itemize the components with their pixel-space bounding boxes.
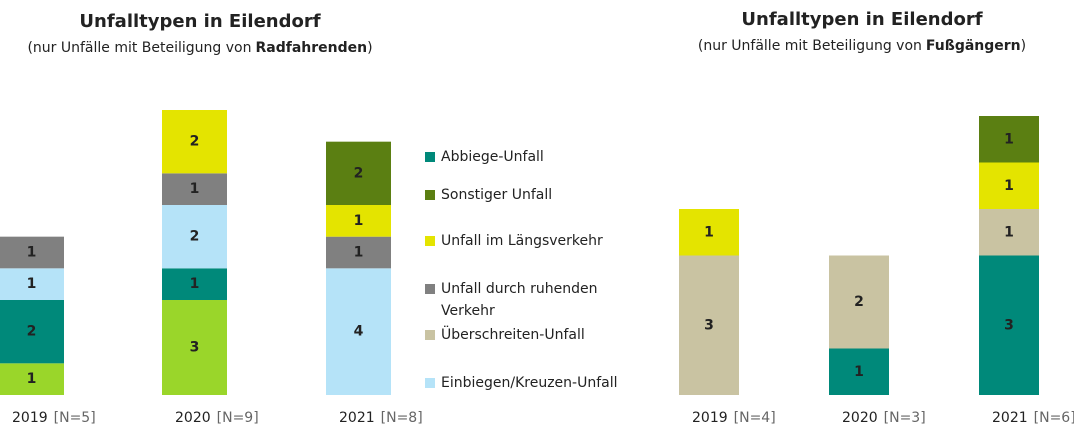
bar-segment [326, 268, 391, 395]
x-tick-label: 2020 [N=3] [842, 410, 926, 426]
segment-label: 2 [27, 324, 37, 340]
n-label: [N=6] [1034, 410, 1074, 426]
legend-swatch [425, 236, 435, 246]
bar-segment [979, 116, 1039, 163]
n-label: [N=9] [217, 410, 259, 426]
bar-segment [679, 209, 739, 256]
legend-label: Unfall durch ruhenden Verkehr [441, 281, 602, 319]
segment-label: 4 [354, 324, 364, 340]
segment-label: 1 [854, 364, 864, 380]
x-tick-label: 2019 [N=5] [12, 410, 96, 426]
bar-segment [979, 255, 1039, 395]
bar-segment [162, 173, 227, 205]
segment-label: 3 [704, 317, 714, 333]
segment-label: 2 [190, 229, 200, 245]
segment-label: 1 [354, 245, 364, 261]
bar-segment [979, 209, 1039, 256]
segment-label: 2 [354, 165, 364, 181]
legend-swatch [425, 378, 435, 388]
bar-segment [326, 236, 391, 269]
segment-label: 1 [190, 276, 200, 292]
subtitle-part: ) [1021, 38, 1026, 54]
segment-label: 1 [27, 245, 37, 261]
segment-label: 3 [1004, 317, 1014, 333]
segment-label: 1 [190, 181, 200, 197]
chart-title: Unfalltypen in Eilendorf [79, 11, 320, 32]
bar-segment [162, 205, 227, 269]
bar-segment [0, 268, 64, 300]
legend-line: Unfall durch ruhenden [441, 281, 602, 297]
legend-label: Unfall im Längsverkehr [441, 233, 603, 249]
legend-label: Überschreiten-Unfall [441, 325, 585, 343]
n-label: [N=8] [381, 410, 423, 426]
segment-label: 1 [1004, 131, 1014, 147]
bar-segment [326, 205, 391, 237]
legend-swatch [425, 152, 435, 162]
category: 2020 [175, 410, 211, 426]
segment-label: 3 [190, 340, 200, 356]
legend-swatch [425, 330, 435, 340]
bar-segment [162, 268, 227, 300]
subtitle-part: (nur Unfälle mit Beteiligung von [27, 40, 251, 56]
category: 2019 [692, 410, 728, 426]
chart-subtitle: (nur Unfälle mit Beteiligung von Fußgänge… [698, 38, 1026, 54]
bar-segment [162, 110, 227, 174]
subtitle-part: Fußgängern [926, 38, 1021, 54]
legend-label: Sonstiger Unfall [441, 187, 552, 203]
category: 2021 [339, 410, 375, 426]
segment-label: 1 [27, 276, 37, 292]
legend-line: Verkehr [441, 303, 495, 319]
subtitle-part: ) [367, 40, 372, 56]
category: 2021 [992, 410, 1028, 426]
segment-label: 1 [704, 224, 714, 240]
subtitle-part: (nur Unfälle mit Beteiligung von [698, 38, 922, 54]
bar-segment [829, 348, 889, 395]
bar-segment [162, 300, 227, 395]
bar-segment [679, 255, 739, 395]
bar-segment [0, 300, 64, 364]
x-tick-label: 2021 [N=8] [339, 410, 423, 426]
legend-swatch [425, 190, 435, 200]
bar-segment [979, 162, 1039, 209]
subtitle-part: Radfahrenden [255, 40, 367, 56]
x-tick-label: 2020 [N=9] [175, 410, 259, 426]
n-label: [N=5] [54, 410, 96, 426]
bar-segment [0, 236, 64, 269]
segment-label: 1 [354, 213, 364, 229]
bar-segment [0, 363, 64, 395]
n-label: [N=3] [884, 410, 926, 426]
chart-title: Unfalltypen in Eilendorf [741, 9, 982, 30]
segment-label: 2 [854, 294, 864, 310]
segment-label: 1 [1004, 224, 1014, 240]
legend-label: Abbiege-Unfall [441, 149, 544, 165]
legend-swatch [425, 284, 435, 294]
bar-segment [326, 141, 391, 205]
chart-subtitle: (nur Unfälle mit Beteiligung von Radfahre… [27, 40, 372, 56]
x-tick-label: 2021 [N=6] [992, 410, 1074, 426]
segment-label: 1 [27, 371, 37, 387]
legend-label: Einbiegen/Kreuzen-Unfall [441, 375, 618, 391]
segment-label: 1 [1004, 178, 1014, 194]
category: 2019 [12, 410, 48, 426]
segment-label: 2 [190, 134, 200, 150]
x-tick-label: 2019 [N=4] [692, 410, 776, 426]
category: 2020 [842, 410, 878, 426]
bar-segment [829, 255, 889, 349]
n-label: [N=4] [734, 410, 776, 426]
